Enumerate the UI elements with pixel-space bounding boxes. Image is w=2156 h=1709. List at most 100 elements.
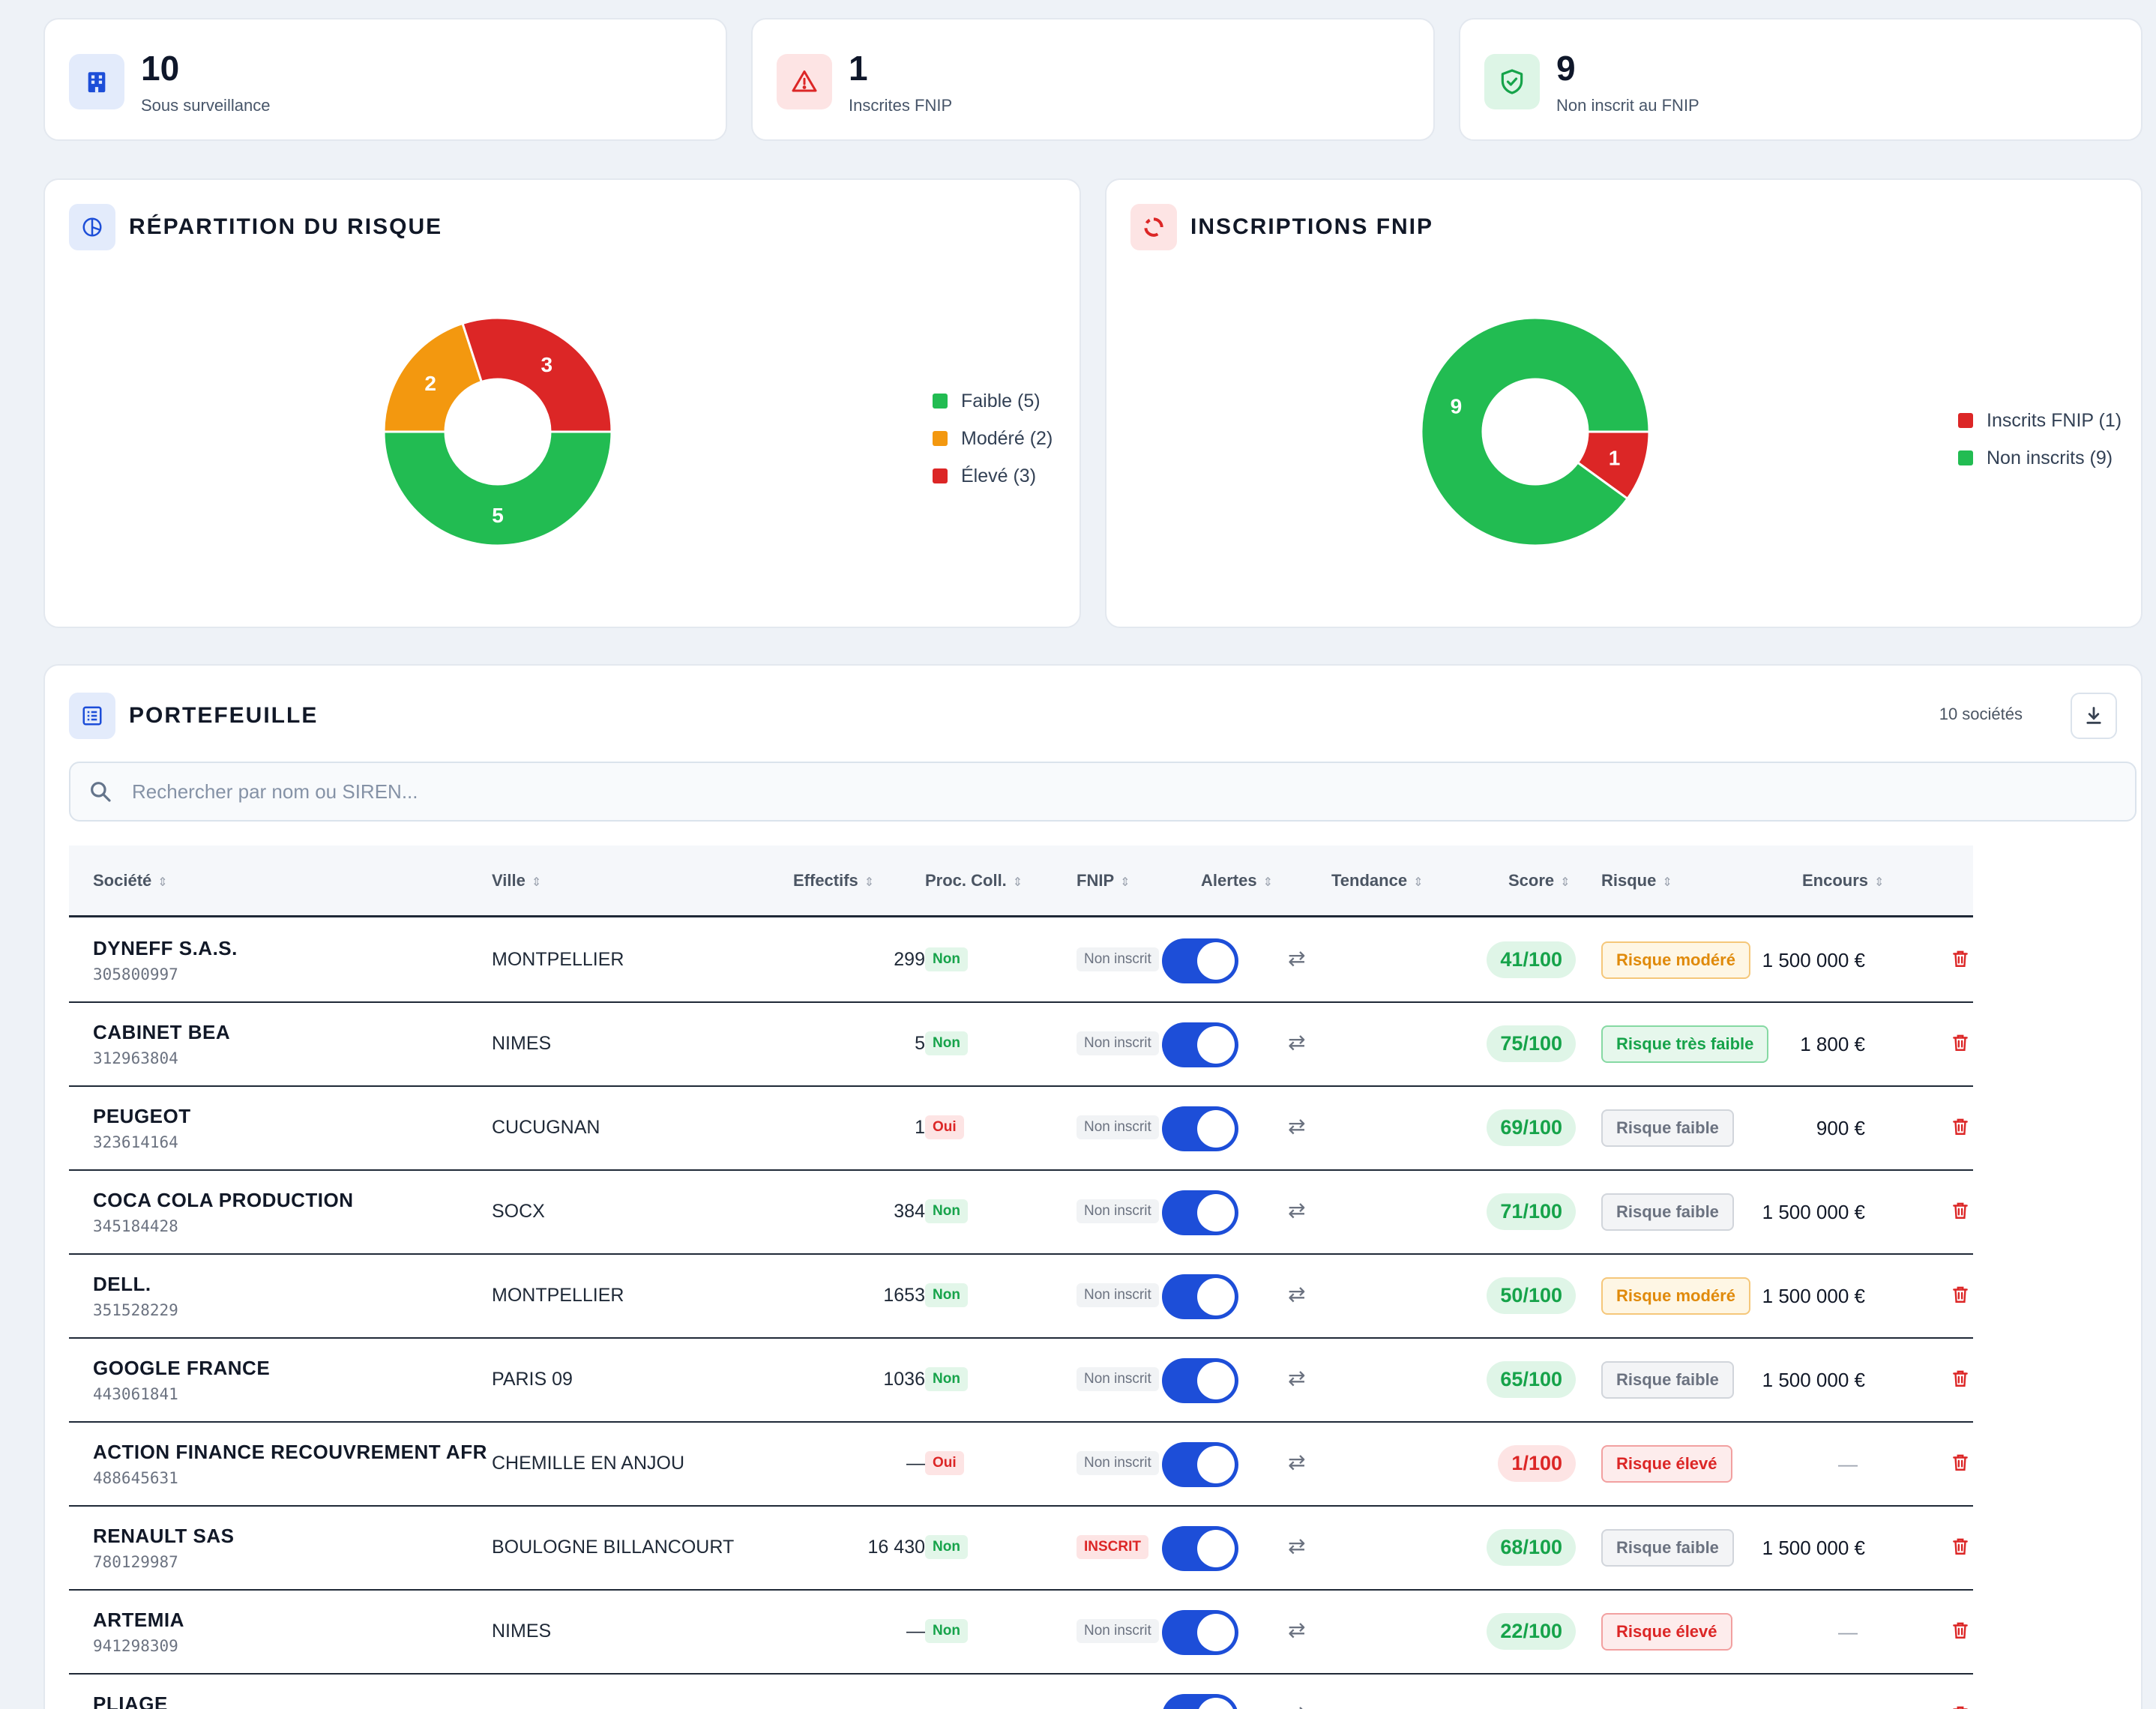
column-header-effectifs[interactable]: Effectifs ⇕ [793,871,875,890]
trend-neutral-icon: ⇄ [1288,1282,1306,1306]
collective-procedure-badge: Non [925,1619,968,1643]
alerts-toggle[interactable] [1162,1694,1238,1709]
company-name[interactable]: ACTION FINANCE RECOUVREMENT AFR [93,1441,487,1463]
legend-item[interactable]: Modéré (2) [933,420,1053,457]
toggle-knob [1197,1194,1235,1232]
company-siren: 488645631 [93,1469,178,1487]
trash-icon [1953,950,1968,967]
delete-button[interactable] [1951,1367,1970,1393]
column-header-societe[interactable]: Société ⇕ [93,871,168,890]
score-badge: 50/100 [1487,1277,1576,1314]
column-header-tendance[interactable]: Tendance ⇕ [1331,871,1424,890]
table-row[interactable]: PLIAGE ⇄ [69,1675,1973,1709]
outstanding-amount: 1 800 € [1800,1033,1865,1055]
table-row[interactable]: CABINET BEA 312963804 NIMES 5 Non Non inscrit… [69,1003,1973,1087]
donut-slice[interactable] [1420,316,1651,547]
company-name[interactable]: PEUGEOT [93,1105,191,1127]
search-input[interactable] [132,763,2081,820]
column-header-ville[interactable]: Ville ⇕ [492,871,542,890]
trash-icon [1953,1034,1968,1051]
column-header-risque[interactable]: Risque ⇕ [1601,871,1672,890]
delete-button[interactable] [1951,1451,1970,1477]
trend-neutral-icon: ⇄ [1288,1534,1306,1558]
table-row[interactable]: ACTION FINANCE RECOUVREMENT AFR 488645631… [69,1423,1973,1507]
trend-neutral-icon: ⇄ [1288,1031,1306,1054]
delete-button[interactable] [1951,1535,1970,1561]
company-siren: 323614164 [93,1133,178,1151]
alerts-toggle[interactable] [1162,1022,1238,1067]
company-name[interactable]: RENAULT SAS [93,1525,235,1547]
column-header-proc-coll[interactable]: Proc. Coll. ⇕ [925,871,1023,890]
table-row[interactable]: DELL. 351528229 MONTPELLIER 1653 Non Non insc… [69,1255,1973,1339]
table-row[interactable]: GOOGLE FRANCE 443061841 PARIS 09 1036 Non Non… [69,1339,1973,1423]
delete-button[interactable] [1951,1115,1970,1142]
table-row[interactable]: DYNEFF S.A.S. 305800997 MONTPELLIER 299 Non N… [69,919,1973,1003]
donut-slice[interactable] [461,316,613,433]
company-name[interactable]: CABINET BEA [93,1021,231,1043]
table-row[interactable]: PEUGEOT 323614164 CUCUGNAN 1 Oui Non inscrit ⇄… [69,1087,1973,1171]
delete-button[interactable] [1951,1703,1970,1709]
delete-button[interactable] [1951,1199,1970,1226]
alerts-toggle[interactable] [1162,938,1238,983]
alerts-toggle[interactable] [1162,1358,1238,1403]
section-title: RÉPARTITION DU RISQUE [129,214,443,239]
legend-item[interactable]: Élevé (3) [933,457,1053,495]
company-headcount: — [906,1453,925,1474]
risk-badge: Risque faible [1601,1109,1734,1147]
company-name[interactable]: DYNEFF S.A.S. [93,937,238,959]
warning-icon [777,54,832,109]
company-name[interactable]: DELL. [93,1273,151,1295]
stat-card-fnip-not-registered: 9 Non inscrit au FNIP [1459,18,2143,141]
legend-item[interactable]: Inscrits FNIP (1) [1958,402,2122,439]
delete-button[interactable] [1951,1031,1970,1058]
score-badge: 69/100 [1487,1109,1576,1146]
table-row[interactable]: ARTEMIA 941298309 NIMES — Non Non inscrit ⇄ 22/… [69,1591,1973,1675]
table-row[interactable]: COCA COLA PRODUCTION 345184428 SOCX 384 Non N… [69,1171,1973,1255]
company-name[interactable]: GOOGLE FRANCE [93,1357,271,1379]
toggle-knob [1197,1614,1235,1651]
column-header-score[interactable]: Score ⇕ [1508,871,1571,890]
section-title: PORTEFEUILLE [129,703,319,728]
alerts-toggle[interactable] [1162,1274,1238,1319]
stat-card-monitored: 10 Sous surveillance [43,18,727,141]
delete-button[interactable] [1951,1619,1970,1645]
alerts-toggle[interactable] [1162,1106,1238,1151]
table-row[interactable]: RENAULT SAS 780129987 BOULOGNE BILLANCOURT… [69,1507,1973,1591]
column-header-alertes[interactable]: Alertes ⇕ [1201,871,1273,890]
toggle-knob [1197,1446,1235,1483]
ring-icon [1130,204,1177,250]
legend-swatch [1958,413,1973,428]
alerts-toggle[interactable] [1162,1442,1238,1487]
alerts-toggle[interactable] [1162,1190,1238,1235]
risk-badge: Risque élevé [1601,1613,1732,1651]
column-header-encours[interactable]: Encours ⇕ [1802,871,1885,890]
legend-item[interactable]: Faible (5) [933,382,1053,420]
risk-distribution-card: RÉPARTITION DU RISQUE 5 2 3 Faible (5) Modé… [43,178,1081,628]
company-headcount: 384 [894,1201,925,1222]
search-icon [91,782,111,802]
delete-button[interactable] [1951,1283,1970,1309]
risk-badge: Risque faible [1601,1361,1734,1399]
column-header-fnip[interactable]: FNIP ⇕ [1077,871,1130,890]
toggle-knob [1197,1362,1235,1399]
download-button[interactable] [2071,693,2117,739]
legend-label: Non inscrits (9) [1987,447,2113,468]
company-city: BOULOGNE BILLANCOURT [492,1537,735,1558]
delete-button[interactable] [1951,947,1970,974]
alerts-toggle[interactable] [1162,1610,1238,1655]
company-name[interactable]: PLIAGE [93,1693,168,1709]
collective-procedure-badge: Oui [925,1115,964,1139]
fnip-status-badge: Non inscrit [1077,1031,1159,1055]
alerts-toggle[interactable] [1162,1526,1238,1571]
company-name[interactable]: ARTEMIA [93,1609,184,1631]
company-name[interactable]: COCA COLA PRODUCTION [93,1189,354,1211]
company-siren: 780129987 [93,1553,178,1571]
donut-slice[interactable] [382,322,484,433]
donut-slice[interactable] [382,430,613,547]
legend-item[interactable]: Non inscrits (9) [1958,439,2122,477]
toggle-knob [1197,1278,1235,1315]
company-city: NIMES [492,1033,552,1054]
search-field[interactable] [69,762,2137,822]
stat-label: Sous surveillance [141,96,271,115]
